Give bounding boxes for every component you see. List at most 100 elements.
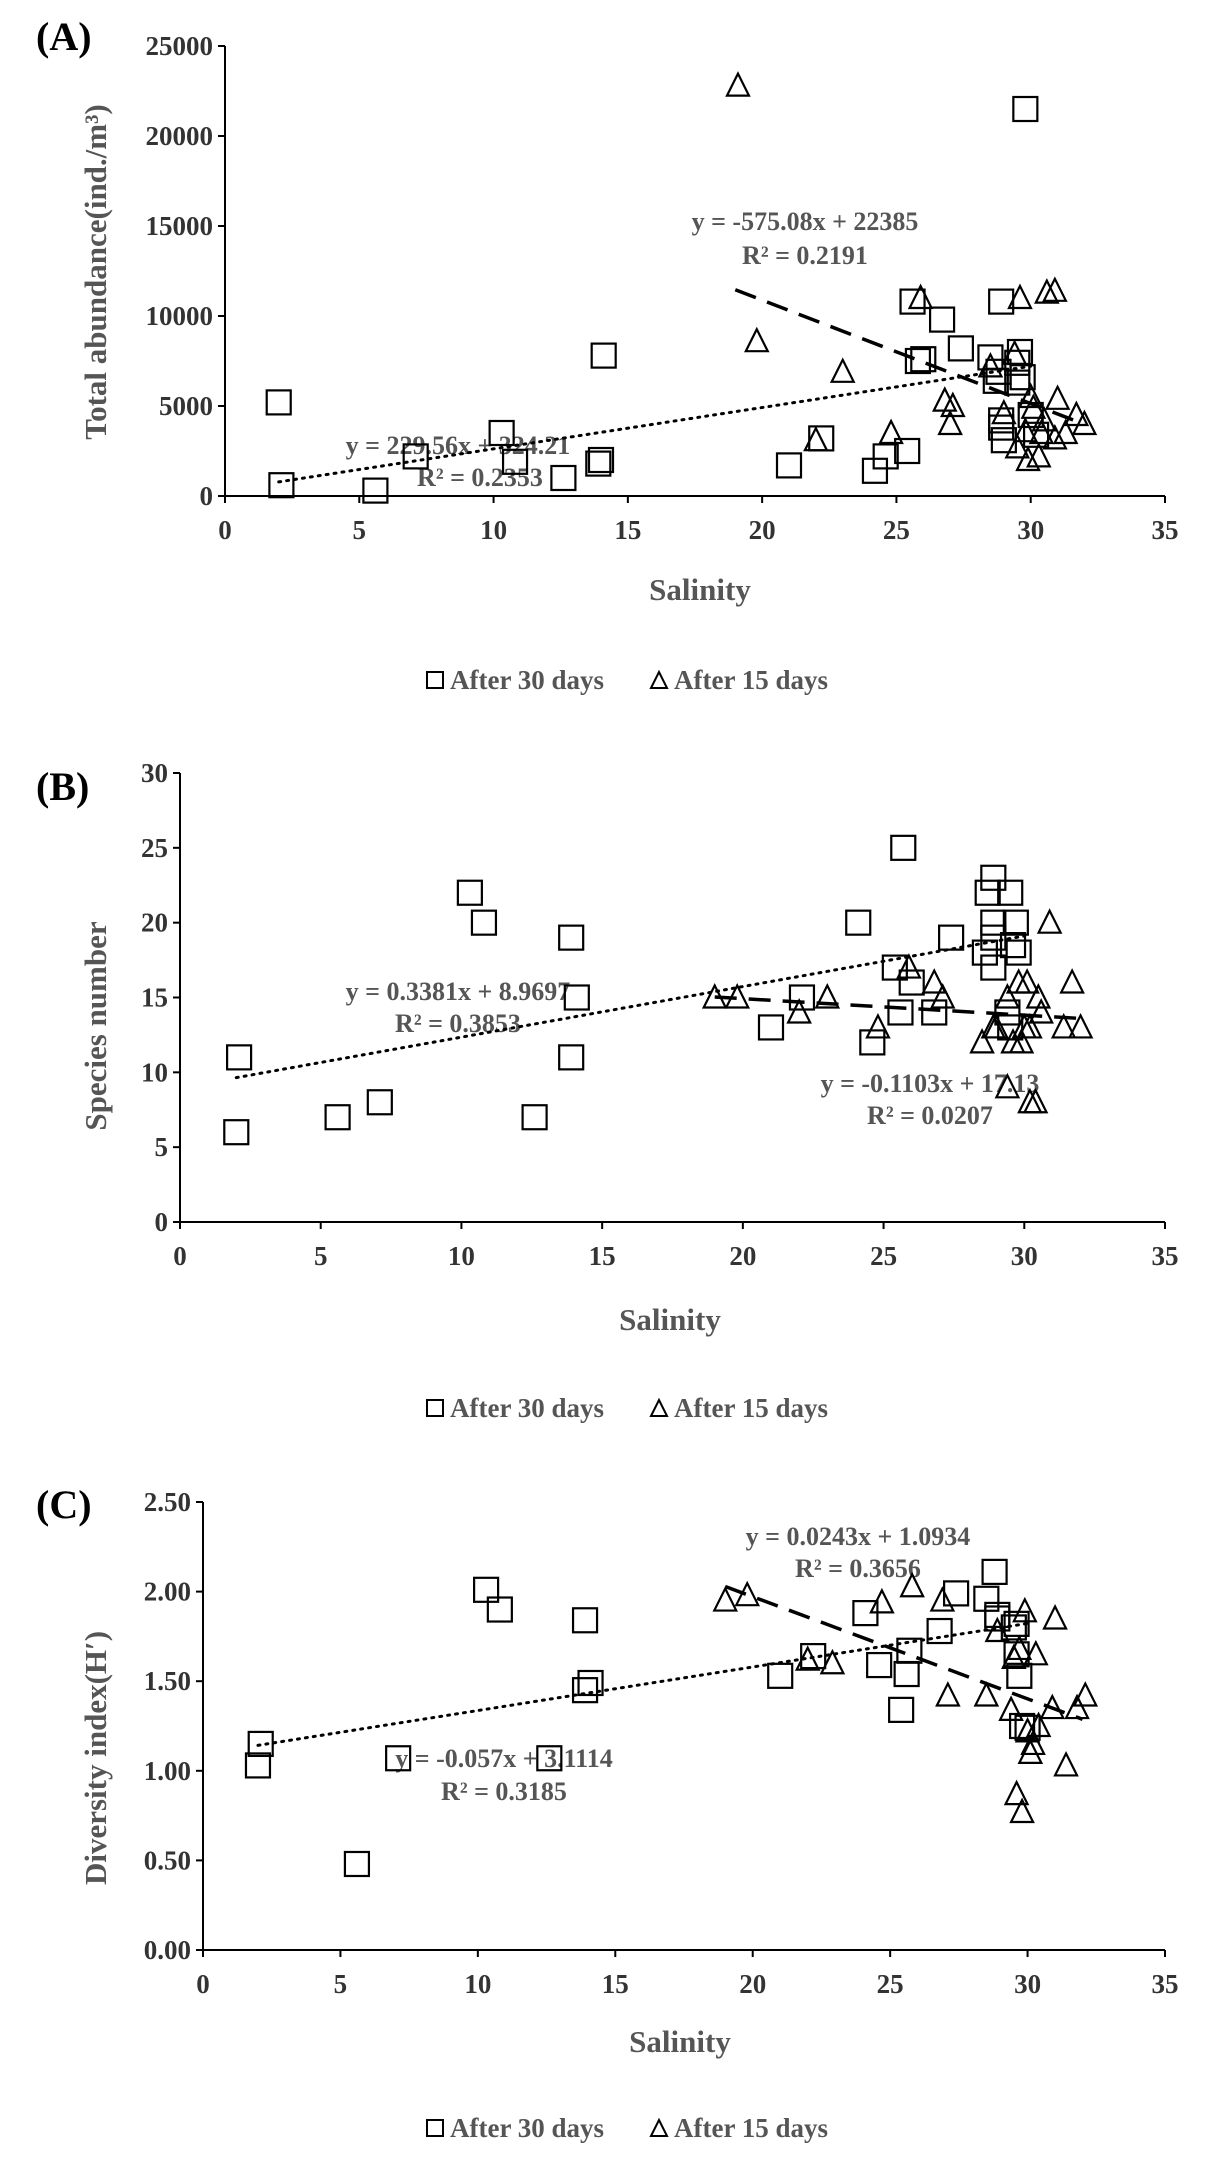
panel-c-x-tick-label: 5 <box>334 1969 348 1999</box>
panel-b-point-after-30 <box>999 932 1027 959</box>
panel-b-trendline-30-r2: R² = 0.3853 <box>395 1009 521 1038</box>
panel-c-point-after-30 <box>1006 1662 1033 1689</box>
panel-c-trendline-30 <box>256 1621 1030 1747</box>
panel-c-point-after-15 <box>1003 1779 1030 1806</box>
panel-b-point-after-15 <box>1022 1087 1049 1114</box>
panel-b-legend-after-30: After 30 days <box>450 1393 604 1423</box>
panel-b-x-tick-label: 35 <box>1152 1241 1179 1271</box>
panel-a-point-after-15 <box>1015 445 1041 472</box>
panel-b-point-after-15 <box>701 983 728 1009</box>
panel-a-point-after-15 <box>1031 405 1057 432</box>
panel-c-trendline-30-equation: y = 0.0243x + 1.0934 <box>746 1522 971 1551</box>
panel-c-y-tick-label: 0.50 <box>144 1845 191 1875</box>
panel-a-point-after-15 <box>1020 393 1047 419</box>
panel-c-point-after-15 <box>1025 1711 1052 1738</box>
panel-c-point-after-30 <box>800 1643 827 1670</box>
panel-c-point-after-30 <box>866 1651 893 1679</box>
panel-a-legend-square-marker <box>426 671 444 689</box>
panel-c-point-after-15 <box>734 1580 760 1607</box>
panel-c-point-after-15 <box>712 1586 739 1612</box>
panel-b-y-tick-label: 0 <box>155 1207 169 1237</box>
panel-c-y-tick-label: 0.00 <box>144 1935 191 1965</box>
panel-a-legend-after-30: After 30 days <box>450 665 604 695</box>
panel-b-x-axis-title: Salinity <box>619 1302 721 1337</box>
panel-a-point-after-30 <box>402 443 429 470</box>
panel-b-point-after-15 <box>786 998 812 1024</box>
panel-c-x-axis-title: Salinity <box>629 2024 731 2059</box>
panel-c-point-after-15 <box>1012 1596 1038 1623</box>
panel-a-point-after-30 <box>775 452 803 479</box>
panel-c-point-after-15 <box>794 1645 821 1671</box>
panel-a-point-after-15 <box>1044 384 1071 410</box>
panel-b-point-after-30 <box>563 984 590 1011</box>
panel-c-point-after-15 <box>1042 1604 1068 1630</box>
panel-b-x-tick-label: 25 <box>870 1241 897 1271</box>
panel-c-point-after-30 <box>896 1637 923 1664</box>
panel-c-y-tick-label: 1.00 <box>144 1756 191 1786</box>
panel-c-point-after-15 <box>1064 1693 1090 1720</box>
panel-c-point-after-30 <box>571 1677 599 1704</box>
panel-b-trendline-15-equation: y = -0.1103x + 17.13 <box>821 1069 1040 1098</box>
panel-c-legend: After 30 days After 15 days <box>426 2113 828 2143</box>
panel-a-point-after-15 <box>1034 278 1060 304</box>
panel-c-y-axis-title-wrap: Diversity index(H′) <box>78 1631 113 1885</box>
panel-a-trendline-30-equation: y = 229.56x + 324.21 <box>346 431 571 460</box>
panel-b-point-after-30 <box>980 909 1007 936</box>
panel-a-point-after-15 <box>878 418 904 445</box>
panel-b-y-axis-title: Species number <box>78 921 113 1130</box>
panel-a-point-after-15 <box>1004 432 1031 459</box>
panel-a: (A) Total abundance(ind./m³) Salinity y … <box>36 14 1179 695</box>
panel-b-point-after-30 <box>938 924 965 951</box>
panel-a-point-after-15 <box>1052 418 1079 445</box>
panel-c-x-tick-label: 20 <box>739 1969 766 1999</box>
panel-c-point-after-30 <box>893 1660 920 1688</box>
panel-a-y-tick-label: 20000 <box>146 121 214 151</box>
panel-a-point-after-30 <box>910 346 937 373</box>
panel-a-point-after-15 <box>1012 416 1039 443</box>
panel-b-point-after-15 <box>1014 968 1040 994</box>
panel-a-point-after-30 <box>872 443 899 470</box>
panel-b-point-after-30 <box>845 909 872 936</box>
panel-b-point-after-30 <box>980 864 1007 891</box>
panel-c-point-after-30 <box>1008 1712 1036 1740</box>
panel-a-x-tick-label: 15 <box>614 515 641 545</box>
panel-c-point-after-30 <box>247 1730 274 1758</box>
panel-b-point-after-15 <box>1017 1012 1043 1039</box>
panel-a-point-after-30 <box>587 446 615 474</box>
panel-a-y-tick-label: 0 <box>200 481 214 511</box>
panel-a-point-after-15 <box>991 398 1017 425</box>
panel-c-point-after-15 <box>1039 1693 1066 1720</box>
panel-c-y-tick-label: 2.00 <box>144 1577 191 1607</box>
panel-b-point-after-30 <box>456 879 483 906</box>
panel-a-x-tick-label: 10 <box>480 515 507 545</box>
panel-b-point-after-30 <box>980 924 1007 951</box>
panel-a-point-after-30 <box>550 464 577 492</box>
panel-b-x-tick-label: 15 <box>589 1241 616 1271</box>
panel-c-point-after-15 <box>1072 1681 1099 1707</box>
panel-b-point-after-15 <box>814 983 841 1009</box>
panel-c: (C) Diversity index(H′) Salinity y = 0.0… <box>36 1482 1179 2143</box>
panel-b-point-after-30 <box>226 1044 253 1071</box>
panel-b-point-after-30 <box>994 999 1021 1026</box>
panel-c-x-tick-label: 25 <box>877 1969 904 1999</box>
panel-b-y-axis-title-wrap: Species number <box>78 921 113 1130</box>
panel-a-point-after-15 <box>907 283 934 310</box>
panel-c-point-after-15 <box>998 1695 1024 1721</box>
panel-a-point-after-15 <box>803 425 829 452</box>
panel-c-legend-triangle-marker <box>649 2117 669 2137</box>
panel-b-point-after-15 <box>724 983 751 1009</box>
panel-c-point-after-15 <box>929 1586 956 1612</box>
panel-b-point-after-30 <box>223 1119 250 1146</box>
panel-c-trendline-15-equation: y = -0.057x + 3.1114 <box>395 1744 612 1773</box>
panel-b-x-tick-label: 10 <box>448 1241 475 1271</box>
panel-a-point-after-15 <box>937 409 963 436</box>
panel-b-point-after-15 <box>1008 1027 1035 1054</box>
panel-b-point-after-15 <box>1059 968 1085 994</box>
panel-a-x-tick-label: 25 <box>883 515 910 545</box>
panel-b-point-after-30 <box>1005 939 1032 966</box>
panel-a-point-after-30 <box>988 288 1015 315</box>
panel-c-point-after-30 <box>926 1617 953 1645</box>
panel-c-point-after-30 <box>577 1669 604 1697</box>
panel-b-x-tick-label: 30 <box>1011 1241 1038 1271</box>
panel-a-trendline-30 <box>277 364 1033 484</box>
